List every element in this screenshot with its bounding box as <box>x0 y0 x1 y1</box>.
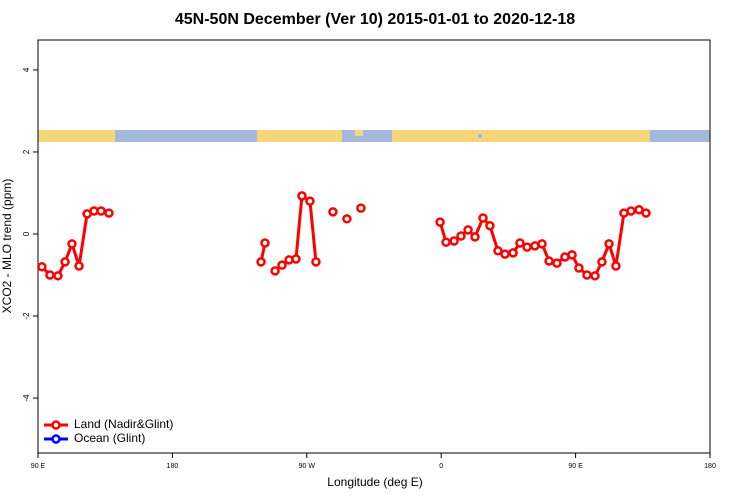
point <box>45 270 55 280</box>
x-tick-label: 180 <box>167 463 179 470</box>
point <box>53 271 63 281</box>
x-tick-label: 0 <box>439 463 443 470</box>
land-ocean-strip <box>38 130 710 142</box>
point <box>104 208 114 218</box>
legend-label: Ocean (Glint) <box>74 431 145 445</box>
point <box>574 263 584 273</box>
point <box>60 257 70 267</box>
point <box>597 257 607 267</box>
y-tick-label: -2 <box>22 312 31 320</box>
y-tick-label: 2 <box>22 149 31 154</box>
x-tick-label: 90 E <box>568 463 583 470</box>
point <box>500 249 510 259</box>
point <box>67 239 77 249</box>
point <box>611 261 621 271</box>
point <box>74 261 84 271</box>
point <box>485 221 495 231</box>
point <box>277 260 287 270</box>
point <box>544 256 554 266</box>
point <box>449 236 459 246</box>
point <box>582 270 592 280</box>
y-tick-label: 0 <box>22 231 31 236</box>
point <box>567 250 577 260</box>
point <box>297 191 307 201</box>
point <box>470 232 480 242</box>
point <box>626 206 636 216</box>
y-axis-label: XCO2 - MLO trend (ppm) <box>0 179 14 314</box>
point <box>441 237 451 247</box>
point <box>522 242 532 252</box>
point <box>96 206 106 216</box>
point <box>537 239 547 249</box>
point <box>328 207 338 217</box>
point <box>311 257 321 267</box>
x-tick-label: 90 W <box>299 463 316 470</box>
point <box>356 203 366 213</box>
x-tick-label: 90 E <box>31 463 46 470</box>
point <box>515 238 525 248</box>
point <box>493 246 503 256</box>
legend-marker <box>51 434 61 444</box>
y-tick-label: -4 <box>22 394 31 402</box>
point <box>305 196 315 206</box>
point <box>604 239 614 249</box>
series-line <box>40 194 647 278</box>
point <box>478 213 488 223</box>
point <box>291 254 301 264</box>
chart-title: 45N-50N December (Ver 10) 2015-01-01 to … <box>175 11 575 28</box>
plot-frame <box>37 39 711 454</box>
point <box>260 238 270 248</box>
point <box>590 271 600 281</box>
point <box>456 231 466 241</box>
point <box>508 248 518 258</box>
y-tick-label: 4 <box>22 67 31 72</box>
point <box>463 225 473 235</box>
point <box>270 266 280 276</box>
point <box>435 217 445 227</box>
point <box>37 262 47 272</box>
legend-label: Land (Nadir&Glint) <box>74 417 173 431</box>
point <box>641 208 651 218</box>
point <box>256 257 266 267</box>
x-tick-label: 180 <box>704 463 716 470</box>
legend-marker <box>51 420 61 430</box>
point <box>552 258 562 268</box>
x-axis-label: Longitude (deg E) <box>327 475 422 489</box>
point <box>342 214 352 224</box>
